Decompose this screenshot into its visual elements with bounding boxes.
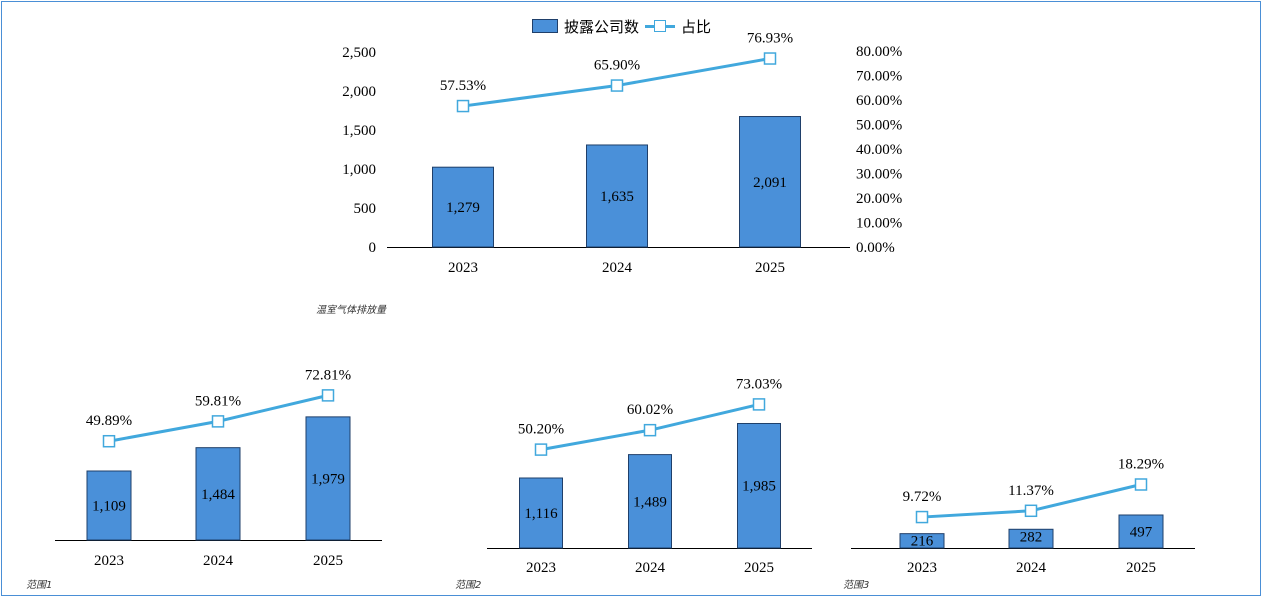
x-tick-label-1-2024: 2024 bbox=[203, 553, 234, 569]
bar-3-2024 bbox=[1008, 528, 1054, 549]
bar-value-label-0-2024: 1,635 bbox=[600, 189, 634, 205]
bar-value-label-1-2025: 1,979 bbox=[311, 471, 345, 487]
bar-1-2023 bbox=[86, 470, 132, 541]
bar-value-label-2-2023: 1,116 bbox=[524, 506, 558, 522]
caption-scope2: 范围2 bbox=[455, 580, 482, 591]
bar-0-2024 bbox=[586, 144, 648, 248]
line-point-3-2024 bbox=[1024, 504, 1038, 518]
x-tick-label-1-2025: 2025 bbox=[313, 553, 343, 569]
x-tick-label-1-2023: 2023 bbox=[94, 553, 124, 569]
bar-value-label-3-2025: 497 bbox=[1130, 525, 1153, 541]
line-point-1-2024 bbox=[211, 415, 225, 428]
x-tick-label-0-2023: 2023 bbox=[448, 260, 478, 276]
line-value-label-0-2024: 65.90% bbox=[594, 58, 640, 74]
x-tick-label-3-2025: 2025 bbox=[1126, 560, 1156, 576]
legend: 披露公司数 占比 bbox=[532, 16, 711, 36]
y-right-tick-3: 30.00% bbox=[856, 167, 902, 183]
x-tick-label-2-2023: 2023 bbox=[526, 560, 556, 576]
legend-line-swatch bbox=[645, 19, 676, 33]
y-left-tick-5: 2,500 bbox=[342, 45, 376, 61]
bar-2-2023 bbox=[519, 477, 563, 549]
bar-value-label-0-2025: 2,091 bbox=[753, 175, 787, 191]
y-right-tick-4: 40.00% bbox=[856, 142, 902, 158]
y-right-tick-6: 60.00% bbox=[856, 93, 902, 109]
y-left-tick-2: 1,000 bbox=[342, 162, 376, 178]
y-right-tick-5: 50.00% bbox=[856, 118, 902, 134]
caption-scope3: 范围3 bbox=[843, 580, 870, 591]
line-value-label-3-2024: 11.37% bbox=[1008, 483, 1054, 499]
line-value-label-1-2023: 49.89% bbox=[86, 413, 132, 429]
line-point-3-2025 bbox=[1134, 478, 1148, 491]
bar-value-label-2-2024: 1,489 bbox=[633, 494, 667, 510]
bar-1-2025 bbox=[305, 416, 351, 541]
bar-3-2025 bbox=[1118, 514, 1164, 549]
bar-1-2024 bbox=[195, 447, 241, 541]
bar-value-label-2-2025: 1,985 bbox=[742, 479, 776, 495]
bar-0-2023 bbox=[432, 166, 494, 248]
caption-scope1: 范围1 bbox=[26, 580, 53, 591]
line-value-label-0-2025: 76.93% bbox=[747, 31, 793, 47]
x-tick-label-0-2025: 2025 bbox=[755, 260, 785, 276]
bar-0-2025 bbox=[739, 116, 801, 248]
line-value-label-2-2024: 60.02% bbox=[627, 402, 673, 418]
line-point-2-2023 bbox=[534, 443, 548, 456]
y-left-tick-3: 1,500 bbox=[342, 123, 376, 139]
line-value-label-1-2024: 59.81% bbox=[195, 393, 241, 409]
line-point-1-2023 bbox=[102, 434, 116, 448]
line-point-2-2025 bbox=[752, 398, 766, 411]
line-value-label-0-2023: 57.53% bbox=[440, 78, 486, 94]
bar-value-label-0-2023: 1,279 bbox=[446, 200, 480, 216]
bar-2-2024 bbox=[628, 454, 672, 549]
line-point-0-2023 bbox=[456, 99, 470, 113]
line-point-0-2024 bbox=[610, 79, 624, 92]
legend-bar-label: 披露公司数 bbox=[564, 17, 640, 36]
bar-2-2025 bbox=[737, 422, 781, 549]
y-left-tick-4: 2,000 bbox=[342, 84, 376, 100]
legend-bar-swatch bbox=[532, 19, 558, 33]
y-right-tick-2: 20.00% bbox=[856, 191, 902, 207]
line-point-3-2023 bbox=[915, 510, 929, 524]
line-value-label-3-2025: 18.29% bbox=[1118, 456, 1164, 472]
bar-value-label-3-2024: 282 bbox=[1020, 529, 1043, 545]
line-value-label-2-2023: 50.20% bbox=[518, 422, 564, 438]
bar-value-label-1-2024: 1,484 bbox=[201, 487, 235, 503]
bar-value-label-1-2023: 1,109 bbox=[92, 499, 126, 515]
line-point-2-2024 bbox=[643, 423, 657, 437]
bar-value-label-3-2023: 216 bbox=[911, 534, 934, 550]
y-left-tick-1: 500 bbox=[354, 201, 377, 217]
line-value-label-3-2023: 9.72% bbox=[903, 489, 942, 505]
y-right-tick-7: 70.00% bbox=[856, 69, 902, 85]
x-tick-label-2-2025: 2025 bbox=[744, 560, 774, 576]
y-right-tick-8: 80.00% bbox=[856, 44, 902, 60]
line-point-0-2025 bbox=[763, 52, 777, 65]
y-left-tick-0: 0 bbox=[369, 240, 377, 256]
x-tick-label-3-2024: 2024 bbox=[1016, 560, 1047, 576]
line-point-1-2025 bbox=[321, 389, 335, 402]
y-right-tick-1: 10.00% bbox=[856, 216, 902, 232]
bar-3-2023 bbox=[899, 533, 945, 549]
x-tick-label-2-2024: 2024 bbox=[635, 560, 666, 576]
x-tick-label-3-2023: 2023 bbox=[907, 560, 937, 576]
y-right-tick-0: 0.00% bbox=[856, 240, 895, 256]
line-value-label-2-2025: 73.03% bbox=[736, 376, 782, 392]
line-value-label-1-2025: 72.81% bbox=[305, 367, 351, 383]
x-tick-label-0-2024: 2024 bbox=[602, 260, 633, 276]
legend-line-label: 占比 bbox=[681, 17, 712, 36]
caption-main: 温室气体排放量 bbox=[316, 305, 386, 316]
